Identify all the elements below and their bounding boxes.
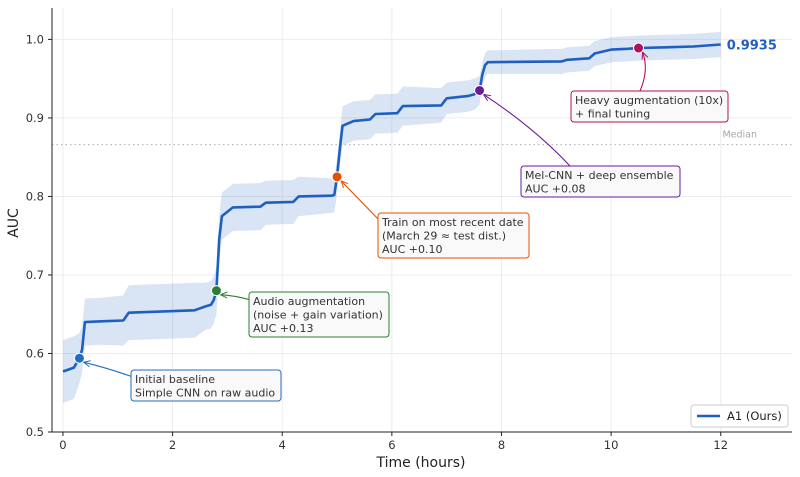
x-tick-label: 6 — [388, 438, 395, 452]
axes — [51, 8, 792, 433]
confidence-band — [63, 31, 721, 403]
milestone-marker — [633, 42, 645, 54]
y-tick-label: 0.9 — [26, 111, 44, 125]
legend-label: A1 (Ours) — [727, 409, 782, 423]
milestone-marker — [474, 84, 486, 96]
legend: A1 (Ours) — [690, 404, 789, 428]
annotation-box — [130, 369, 282, 402]
legend-box — [690, 404, 789, 428]
annotation-text: AUC +0.13 — [253, 322, 313, 335]
milestone-marker — [73, 352, 85, 364]
annotation-text: Mel-CNN + deep ensemble — [525, 169, 674, 182]
annotation-box — [520, 165, 681, 198]
annotation-text: AUC +0.08 — [525, 183, 585, 196]
x-ticks: 0 2 4 6 8 10 12 — [59, 432, 728, 452]
x-tick-label: 8 — [498, 438, 505, 452]
x-tick-label: 4 — [279, 438, 286, 452]
x-tick-label: 10 — [604, 438, 619, 452]
milestone-3: Train on most recent date(March 29 ≈ tes… — [331, 171, 530, 259]
y-axis-label: AUC — [6, 208, 22, 238]
final-value-label: 0.9935 — [727, 39, 777, 54]
y-tick-label: 0.8 — [26, 189, 44, 203]
x-tick-label: 12 — [713, 438, 728, 452]
y-tick-label: 1.0 — [26, 32, 44, 46]
y-tick-label: 0.7 — [26, 268, 44, 282]
annotation-text: Train on most recent date — [381, 216, 524, 229]
milestone-5: Heavy augmentation (10x)+ final tuning — [570, 42, 729, 123]
annotation-arrow — [83, 362, 134, 378]
annotation-text: AUC +0.10 — [382, 243, 442, 256]
median-label: Median — [722, 130, 757, 141]
y-ticks: 0.5 0.6 0.7 0.8 0.9 1.0 — [26, 32, 52, 439]
annotation-text: Simple CNN on raw audio — [135, 387, 275, 400]
milestone-2: Audio augmentation(noise + gain variatio… — [210, 285, 390, 338]
x-tick-label: 0 — [59, 438, 66, 452]
annotation-box — [248, 291, 390, 338]
annotation-arrow — [484, 94, 571, 167]
series-lines — [62, 43, 721, 373]
annotation-text: Heavy augmentation (10x) — [575, 94, 723, 107]
y-tick-label: 0.5 — [26, 425, 44, 439]
annotation-text: Audio augmentation — [253, 295, 365, 308]
y-tick-label: 0.6 — [26, 346, 44, 360]
milestone-marker — [331, 171, 343, 183]
x-tick-label: 2 — [169, 438, 176, 452]
x-axis-label: Time (hours) — [376, 455, 466, 471]
annotation-arrow — [341, 181, 381, 222]
annotation-text: (noise + gain variation) — [253, 309, 383, 322]
annotation-text: (March 29 ≈ test dist.) — [382, 230, 506, 243]
milestone-marker — [210, 285, 222, 297]
annotation-box — [570, 90, 729, 123]
annotation-arrow — [639, 52, 645, 92]
series-band — [63, 31, 721, 403]
annotation-arrow — [220, 295, 252, 301]
annotation-box — [377, 212, 530, 259]
series-line-a1 — [62, 43, 721, 373]
annotation-text: Initial baseline — [135, 373, 215, 386]
annotation-text: + final tuning — [575, 108, 650, 121]
median-reference-line: Median — [52, 130, 792, 146]
